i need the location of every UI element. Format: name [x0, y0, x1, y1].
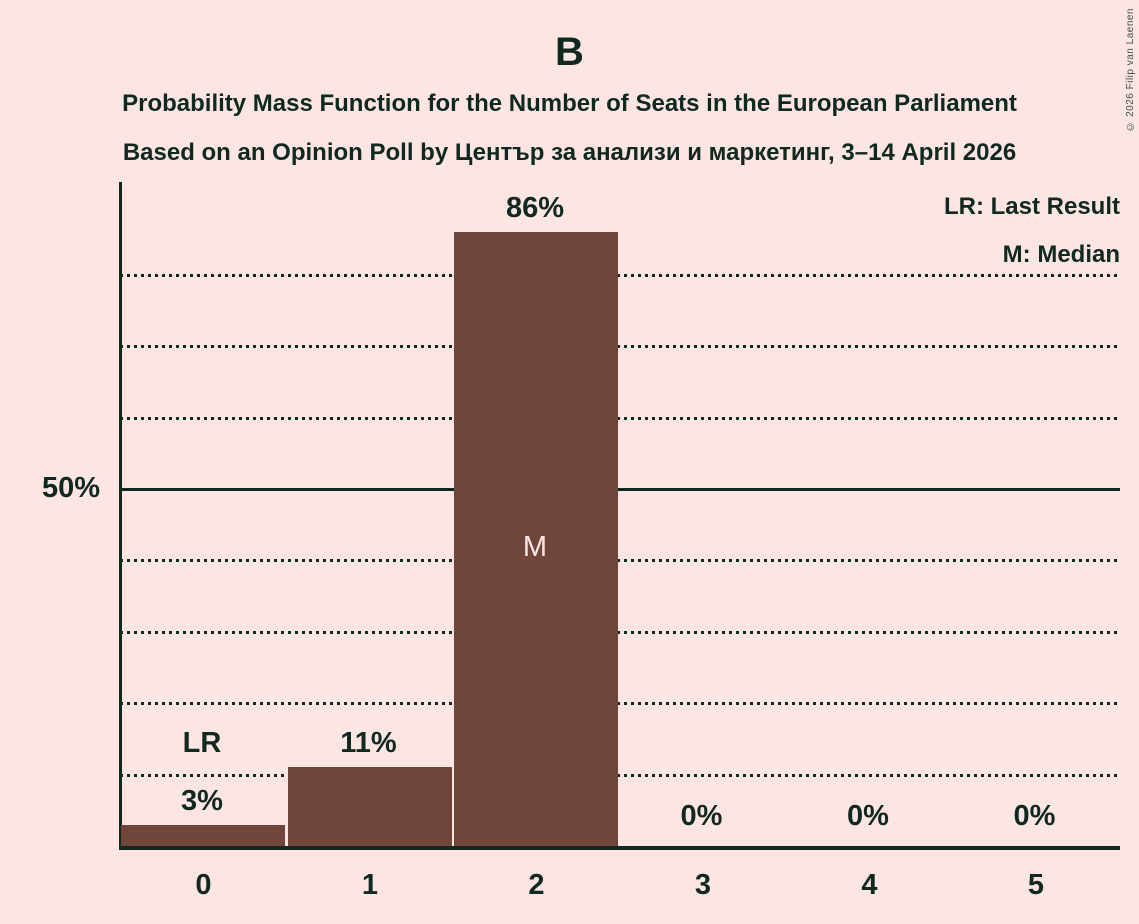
y-axis-line: [119, 182, 122, 850]
gridline-80-percent: [120, 273, 1120, 277]
legend: LR: Last Result M: Median: [944, 183, 1120, 279]
x-tick-label-0: 0: [195, 869, 212, 901]
annotation-m: M: [522, 530, 548, 563]
gridline-10-percent: [120, 773, 1120, 777]
x-tick-label-4: 4: [861, 869, 878, 901]
chart-subtitle-line2: Based on an Opinion Poll by Център за ан…: [122, 139, 1017, 166]
x-tick-label-1: 1: [361, 869, 379, 901]
annotation-lr: LR: [182, 726, 222, 759]
gridline-20-percent: [120, 702, 1120, 706]
gridline-40-percent: [120, 559, 1120, 563]
legend-last-result: LR: Last Result: [943, 193, 1120, 220]
bar-seats-1: [287, 767, 452, 846]
legend-median: M: Median: [1002, 241, 1120, 268]
bar-value-label-0: 3%: [181, 784, 223, 817]
copyright-note: © 2026 Filip van Laenen: [1125, 8, 1136, 132]
x-tick-label-3: 3: [694, 869, 712, 901]
x-tick-label-5: 5: [1027, 869, 1045, 901]
bar-value-label-5: 0%: [1013, 800, 1056, 832]
bar-value-label-4: 0%: [847, 800, 889, 832]
chart-title: B: [555, 30, 584, 74]
plot-area: 3% 11% 86% 0% 0% 0% LR M: [119, 182, 1120, 850]
gridline-70-percent: [120, 345, 1120, 349]
y-axis-tick-label: 50%: [41, 472, 100, 504]
x-axis-line: [119, 846, 1120, 850]
bar-value-label-3: 0%: [680, 800, 723, 832]
gridline-30-percent: [120, 630, 1120, 634]
bar-seats-0: [121, 824, 285, 846]
chart-subtitle-line1: Probability Mass Function for the Number…: [122, 90, 1017, 117]
gridline-50-percent: [120, 488, 1120, 491]
bar-seats-2: [454, 231, 618, 846]
gridline-60-percent: [120, 416, 1120, 420]
x-tick-label-2: 2: [528, 869, 545, 901]
bar-value-label-1: 11%: [340, 727, 397, 760]
bar-value-label-2: 86%: [505, 191, 565, 224]
